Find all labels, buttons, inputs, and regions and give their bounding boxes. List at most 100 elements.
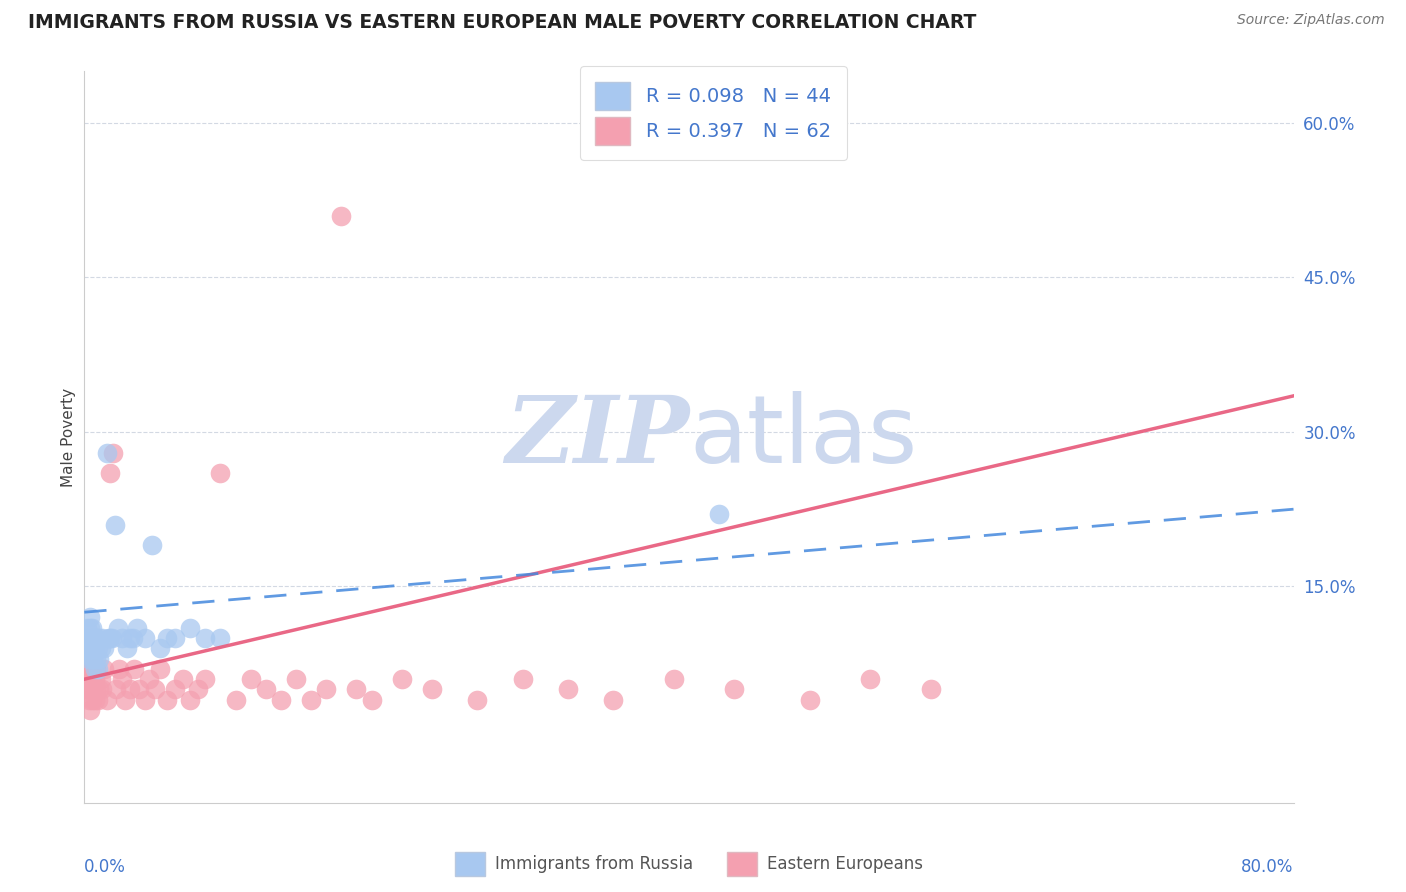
- Point: [84, 662, 107, 676]
- Point: [86, 651, 108, 665]
- Point: [225, 693, 247, 707]
- Text: IMMIGRANTS FROM RUSSIA VS EASTERN EUROPEAN MALE POVERTY CORRELATION CHART: IMMIGRANTS FROM RUSSIA VS EASTERN EUROPE…: [28, 13, 977, 32]
- Point: [97, 631, 120, 645]
- Point: [76, 682, 98, 697]
- Point: [93, 641, 115, 656]
- Point: [79, 621, 101, 635]
- Point: [107, 621, 129, 635]
- Point: [128, 682, 150, 697]
- Point: [96, 693, 118, 707]
- Point: [104, 517, 127, 532]
- Point: [80, 693, 103, 707]
- Point: [557, 682, 579, 697]
- Point: [122, 662, 145, 676]
- Point: [391, 672, 413, 686]
- Point: [270, 693, 292, 707]
- Point: [179, 621, 201, 635]
- Point: [80, 641, 103, 656]
- Point: [118, 631, 141, 645]
- Point: [77, 693, 100, 707]
- Point: [77, 672, 100, 686]
- Point: [98, 631, 121, 645]
- Point: [90, 672, 112, 686]
- Point: [86, 682, 108, 697]
- Point: [165, 682, 187, 697]
- Point: [187, 682, 209, 697]
- Point: [512, 672, 534, 686]
- Point: [76, 662, 98, 676]
- Text: 0.0%: 0.0%: [84, 858, 127, 876]
- Point: [86, 662, 108, 676]
- Point: [87, 693, 110, 707]
- Point: [662, 672, 685, 686]
- Point: [602, 693, 624, 707]
- Point: [93, 662, 115, 676]
- Point: [79, 641, 101, 656]
- Point: [91, 682, 114, 697]
- Point: [89, 631, 111, 645]
- Point: [82, 651, 104, 665]
- Point: [84, 672, 107, 686]
- Point: [134, 631, 156, 645]
- Point: [360, 693, 382, 707]
- Point: [80, 621, 103, 635]
- Point: [194, 672, 217, 686]
- Point: [76, 641, 98, 656]
- Point: [920, 682, 942, 697]
- Text: atlas: atlas: [689, 391, 917, 483]
- Point: [134, 693, 156, 707]
- Point: [82, 631, 104, 645]
- Point: [75, 672, 97, 686]
- Point: [285, 672, 308, 686]
- Point: [98, 466, 121, 480]
- Point: [76, 621, 98, 635]
- Point: [145, 682, 167, 697]
- Point: [80, 672, 103, 686]
- Point: [111, 631, 134, 645]
- Point: [121, 631, 143, 645]
- Point: [82, 662, 104, 676]
- Point: [346, 682, 368, 697]
- Point: [100, 631, 122, 645]
- Point: [87, 641, 110, 656]
- Point: [111, 672, 134, 686]
- Text: Source: ZipAtlas.com: Source: ZipAtlas.com: [1237, 13, 1385, 28]
- Point: [89, 651, 111, 665]
- Point: [127, 621, 149, 635]
- Point: [87, 662, 110, 676]
- Point: [84, 641, 107, 656]
- Point: [156, 631, 179, 645]
- Point: [115, 641, 138, 656]
- Point: [172, 672, 194, 686]
- Point: [467, 693, 489, 707]
- Point: [105, 682, 128, 697]
- Point: [209, 466, 232, 480]
- Point: [165, 631, 187, 645]
- Point: [84, 693, 107, 707]
- Point: [114, 693, 136, 707]
- Point: [299, 693, 322, 707]
- Point: [108, 662, 131, 676]
- Text: 80.0%: 80.0%: [1241, 858, 1294, 876]
- Point: [82, 682, 104, 697]
- Point: [118, 682, 141, 697]
- Point: [79, 703, 101, 717]
- Point: [80, 651, 103, 665]
- Point: [75, 631, 97, 645]
- Point: [79, 682, 101, 697]
- Point: [141, 538, 163, 552]
- Point: [723, 682, 745, 697]
- Point: [90, 641, 112, 656]
- Point: [709, 508, 731, 522]
- Point: [315, 682, 337, 697]
- Point: [194, 631, 217, 645]
- Point: [239, 672, 262, 686]
- Point: [330, 209, 353, 223]
- Point: [859, 672, 882, 686]
- Legend: Immigrants from Russia, Eastern Europeans: Immigrants from Russia, Eastern European…: [449, 846, 929, 882]
- Point: [420, 682, 443, 697]
- Point: [96, 445, 118, 459]
- Point: [138, 672, 160, 686]
- Point: [799, 693, 821, 707]
- Point: [149, 662, 172, 676]
